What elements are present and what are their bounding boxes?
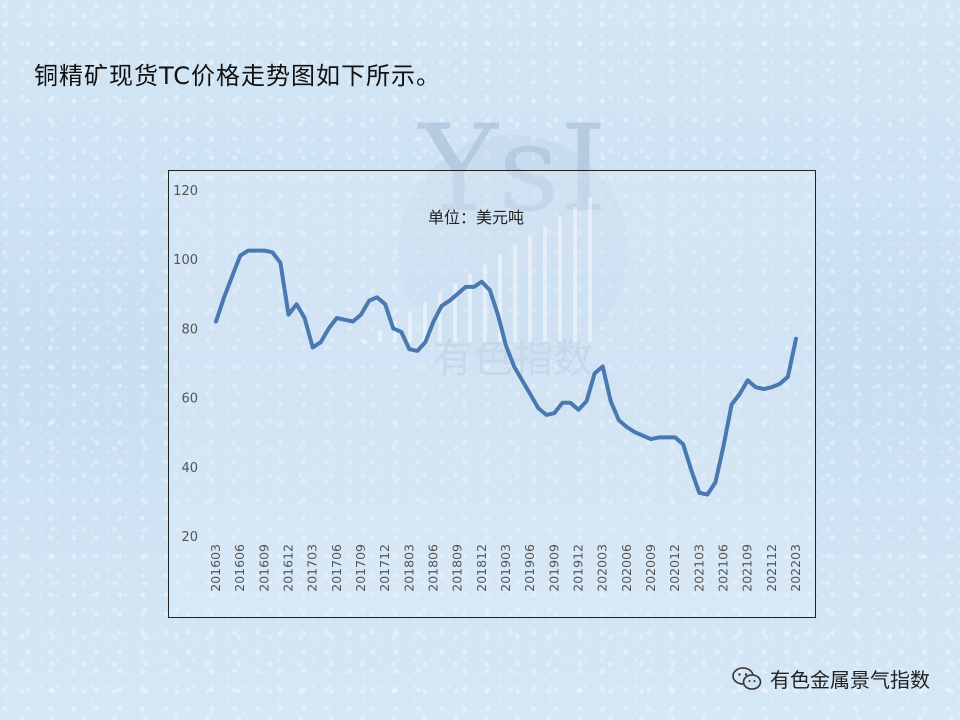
watermark-logo-text: YsI — [417, 100, 607, 239]
x-tick-label: 202109 — [740, 544, 755, 592]
watermark-bars — [363, 197, 592, 344]
x-tick-label: 201909 — [546, 544, 561, 592]
y-tick-label: 60 — [181, 392, 198, 407]
y-tick-label: 80 — [181, 322, 198, 337]
x-tick-label: 202112 — [764, 544, 779, 592]
x-tick-label: 201709 — [353, 544, 368, 592]
y-tick-label: 120 — [173, 184, 198, 199]
x-tick-label: 202003 — [595, 544, 610, 592]
x-tick-label: 201812 — [474, 544, 489, 592]
chart-frame — [168, 170, 816, 618]
x-tick-label: 202103 — [691, 544, 706, 592]
x-tick-label: 201703 — [305, 544, 320, 592]
x-tick-label: 201706 — [329, 544, 344, 592]
x-tick-label: 201609 — [256, 544, 271, 592]
x-tick-label: 201912 — [571, 544, 586, 592]
tc-price-line-chart: 20 40 60 80 100 120 201603 201606 201609 201612 2… — [173, 184, 803, 592]
x-tick-label: 201806 — [426, 544, 441, 592]
x-tick-label: 201906 — [522, 544, 537, 592]
y-tick-label: 20 — [181, 530, 198, 545]
x-tick-label: 202106 — [716, 544, 731, 592]
y-tick-label: 100 — [173, 253, 198, 268]
y-tick-label: 40 — [181, 461, 198, 476]
x-tick-label: 201712 — [377, 544, 392, 592]
x-tick-label: 202203 — [788, 544, 803, 592]
x-tick-label: 202009 — [643, 544, 658, 592]
x-tick-label: 201603 — [208, 544, 223, 592]
page-heading: 铜精矿现货TC价格走势图如下所示。 — [34, 62, 442, 90]
x-tick-label: 201612 — [281, 544, 296, 592]
x-tick-label: 201606 — [232, 544, 247, 592]
series-line — [214, 248, 798, 497]
x-tick-label: 201809 — [450, 544, 465, 592]
footer-account: 有色金属景气指数 — [732, 664, 930, 693]
ysi-watermark-logo: YsI 有色指数 — [398, 100, 628, 380]
watermark-brand-text: 有色指数 — [433, 336, 593, 380]
x-tick-label: 202006 — [619, 544, 634, 592]
x-tick-label: 201803 — [401, 544, 416, 592]
wechat-icon — [732, 666, 762, 690]
unit-label: 单位：美元吨 — [428, 208, 525, 227]
footer-account-name: 有色金属景气指数 — [770, 668, 930, 692]
x-tick-label: 202012 — [667, 544, 682, 592]
x-tick-label: 201903 — [498, 544, 513, 592]
